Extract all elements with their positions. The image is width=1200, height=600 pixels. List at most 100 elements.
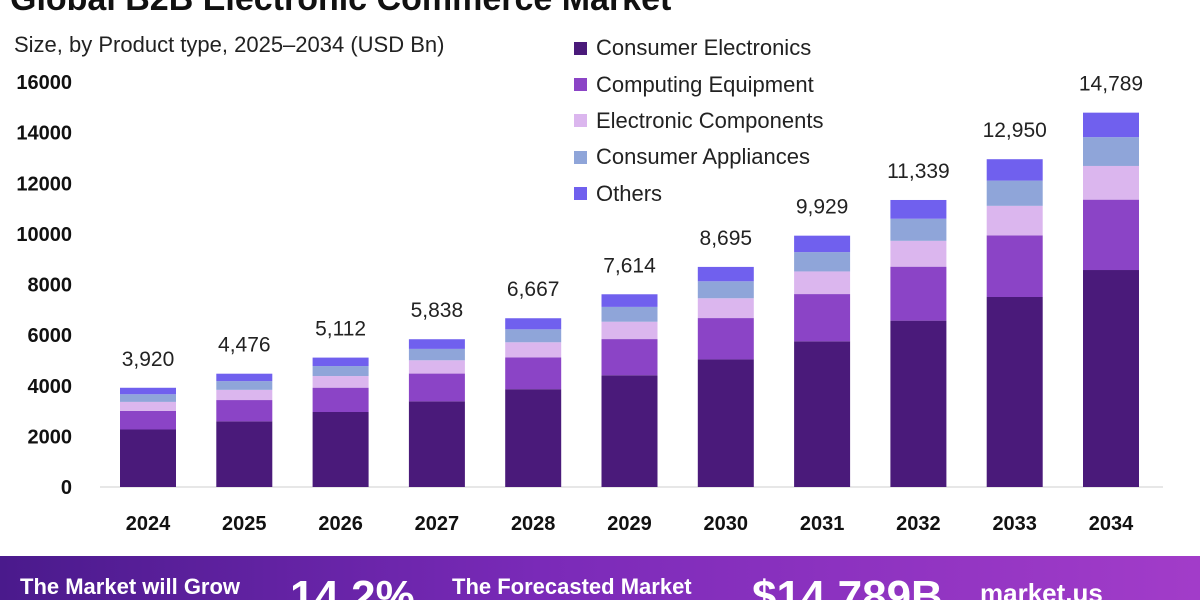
total-value-label: 9,929 xyxy=(796,196,849,219)
legend-label: Computing Equipment xyxy=(596,71,814,97)
x-tick-label: 2034 xyxy=(1089,513,1134,535)
x-tick-label: 2031 xyxy=(800,513,845,535)
total-value-label: 4,476 xyxy=(218,334,271,357)
bar-segment xyxy=(601,294,658,307)
bar-segment xyxy=(408,360,465,374)
x-tick-label: 2027 xyxy=(415,513,460,535)
total-value-label: 12,950 xyxy=(983,119,1047,142)
total-labels: 3,920 4,476 5,112 5,838 6,667 7,614 8,695 9,929… xyxy=(122,73,1143,371)
stacked-bar-chart: 0 2000 4000 6000 8000 10000 12000 14000 16000 20… xyxy=(16,72,1163,535)
total-value-label: 14,789 xyxy=(1079,73,1143,96)
y-tick-label: 12000 xyxy=(16,173,72,195)
y-tick-label: 10000 xyxy=(16,224,72,246)
legend-swatch xyxy=(574,150,587,164)
bar-segment xyxy=(120,401,176,411)
legend-swatch xyxy=(574,187,587,201)
chart-subtitle: Size, by Product type, 2025–2034 (USD Bn… xyxy=(14,32,445,57)
bar-segment xyxy=(1083,199,1139,271)
x-tick-label: 2029 xyxy=(607,513,652,535)
bar-segment xyxy=(986,297,1043,487)
y-axis: 0 2000 4000 6000 8000 10000 12000 14000 16000 xyxy=(16,72,72,499)
bar-segment xyxy=(1083,270,1139,487)
bar-stack xyxy=(697,266,754,487)
banner-forecast-text: The Forecasted Market xyxy=(452,574,692,599)
bar-segment xyxy=(216,389,273,401)
bar-segment xyxy=(1083,137,1139,166)
banner-growth-text: The Market will Grow xyxy=(20,574,241,599)
bar-segment xyxy=(505,389,562,487)
bar-segment xyxy=(408,339,465,349)
x-axis: 2024 2025 2026 2027 2028 2029 2030 2031 2032 2033… xyxy=(126,513,1134,535)
legend-label: Electronic Components xyxy=(596,107,824,133)
bar-segment xyxy=(312,376,369,388)
banner-brand: market.us xyxy=(980,578,1103,600)
bar-segment xyxy=(312,357,369,367)
bar-stack xyxy=(794,235,851,487)
bar-segment xyxy=(601,306,658,322)
y-tick-label: 6000 xyxy=(28,325,73,347)
bar-segment xyxy=(794,252,851,272)
bar-stack xyxy=(408,339,465,487)
chart-title: Global B2B Electronic Commerce Market xyxy=(10,0,671,19)
bar-segment xyxy=(986,205,1043,236)
x-tick-label: 2026 xyxy=(318,513,363,535)
bar-segment xyxy=(312,411,369,487)
footer-banner: The Market will Grow 14.2% The Forecaste… xyxy=(0,556,1200,600)
bar-segment xyxy=(216,381,273,390)
x-tick-label: 2030 xyxy=(704,513,749,535)
bar-segment xyxy=(120,410,176,430)
bar-segment xyxy=(312,366,369,377)
y-tick-label: 14000 xyxy=(16,123,72,145)
legend-label: Consumer Appliances xyxy=(596,144,811,170)
total-value-label: 11,339 xyxy=(887,160,950,183)
legend-label: Consumer Electronics xyxy=(596,35,812,61)
legend-item: Consumer Appliances xyxy=(574,139,823,175)
bar-segment xyxy=(890,266,947,321)
legend-item: Others xyxy=(574,176,823,212)
bar-segment xyxy=(216,400,273,422)
bar-segment xyxy=(697,281,754,299)
bar-stack xyxy=(216,373,273,487)
y-tick-label: 16000 xyxy=(16,72,72,94)
bar-segment xyxy=(1083,112,1139,138)
banner-forecast-value: $14,789B xyxy=(752,572,943,600)
bar-segment xyxy=(216,421,273,487)
total-value-label: 3,920 xyxy=(122,348,175,371)
y-tick-label: 2000 xyxy=(28,426,73,448)
bar-segment xyxy=(601,375,658,487)
total-value-label: 7,614 xyxy=(603,254,656,277)
bar-segment xyxy=(890,199,947,219)
x-tick-label: 2025 xyxy=(222,513,267,535)
x-tick-label: 2032 xyxy=(896,513,941,535)
bar-stack xyxy=(601,294,658,487)
legend-swatch xyxy=(574,78,587,92)
bar-segment xyxy=(697,266,754,282)
total-value-label: 5,112 xyxy=(315,318,366,341)
bar-segment xyxy=(505,342,562,358)
y-tick-label: 8000 xyxy=(28,275,73,297)
bar-segment xyxy=(890,320,947,487)
bar-segment xyxy=(794,341,851,487)
bar-stack xyxy=(986,159,1043,487)
bar-stack xyxy=(1083,112,1139,487)
total-value-label: 6,667 xyxy=(507,278,560,301)
bar-segment xyxy=(986,159,1043,181)
x-tick-label: 2033 xyxy=(992,513,1037,535)
legend-swatch xyxy=(574,114,587,128)
bar-segment xyxy=(986,180,1043,206)
bar-segment xyxy=(505,357,562,390)
bar-segment xyxy=(408,401,465,487)
bar-segment xyxy=(697,359,754,487)
bar-segment xyxy=(890,240,947,267)
banner-growth-value: 14.2% xyxy=(290,572,415,600)
x-tick-label: 2024 xyxy=(126,513,171,535)
legend-swatch xyxy=(574,41,587,55)
bar-segment xyxy=(408,348,465,361)
bar-stack xyxy=(120,387,176,487)
total-value-label: 8,695 xyxy=(700,227,753,250)
bar-segment xyxy=(120,394,176,402)
bar-segment xyxy=(312,387,369,412)
legend-item: Electronic Components xyxy=(574,103,823,139)
bar-segment xyxy=(890,218,947,241)
bar-segment xyxy=(986,235,1043,298)
